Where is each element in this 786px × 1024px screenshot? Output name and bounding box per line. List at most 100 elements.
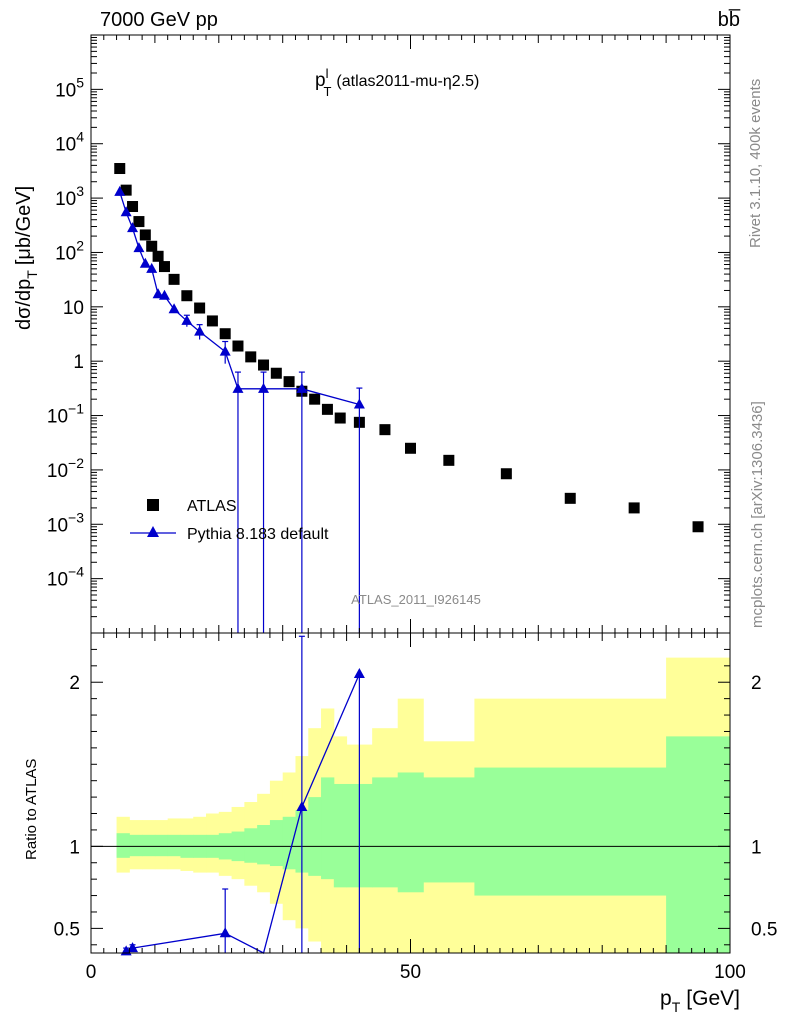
header-right: bb̅	[718, 8, 741, 31]
atlas-point	[232, 340, 244, 352]
atlas-point	[283, 376, 295, 388]
uncertainty-band-inner	[308, 797, 322, 876]
pythia-point	[127, 222, 139, 233]
x-tick-label: 50	[400, 962, 421, 983]
ratio-tick-labels: 0.5 0.5 1 1 2 2 0 50 100	[54, 673, 778, 983]
pythia-point	[133, 242, 145, 253]
atlas-point	[194, 302, 206, 314]
atlas-point	[127, 201, 139, 213]
uncertainty-band-inner	[244, 828, 258, 863]
pythia-point	[146, 262, 158, 273]
pythia-point	[152, 288, 164, 299]
xlabel-rest: [GeV]	[686, 987, 740, 1010]
y-tick-label: 10−3	[47, 509, 84, 536]
atlas-point	[219, 328, 231, 340]
y-tick-label: 10	[63, 298, 84, 319]
atlas-point	[309, 393, 321, 405]
pythia-point	[120, 206, 132, 217]
uncertainty-band-inner	[474, 767, 539, 896]
legend-atlas-marker	[147, 499, 159, 511]
atlas-point	[139, 229, 151, 241]
x-axis-label: pT [GeV]	[660, 987, 740, 1015]
ylabel-main: dσ/dp	[13, 279, 35, 330]
x-tick-label: 100	[714, 962, 746, 983]
y-tick-label: 103	[55, 183, 84, 210]
uncertainty-band-inner	[397, 772, 424, 893]
pythia-point	[194, 325, 206, 336]
uncertainty-band-inner	[154, 834, 169, 857]
ratio-y-tick-label: 0.5	[54, 919, 80, 940]
title-rest: (atlas2011-mu-η2.5)	[336, 73, 479, 90]
uncertainty-band-inner	[333, 783, 348, 888]
xlabel-main: p	[660, 987, 672, 1010]
top-panel-ticks	[90, 35, 731, 634]
y-tick-label: 10−2	[47, 455, 84, 482]
analysis-watermark: ATLAS_2011_I926145	[351, 592, 481, 607]
atlas-point	[405, 442, 416, 454]
legend-atlas-label: ATLAS	[187, 498, 237, 515]
y-tick-label: 10−1	[47, 401, 84, 428]
title-sub: T	[323, 84, 331, 99]
atlas-point	[321, 403, 333, 415]
uncertainty-band-inner	[321, 777, 335, 880]
pythia-point	[114, 185, 126, 196]
atlas-point	[245, 351, 257, 363]
uncertainty-band-inner	[257, 825, 271, 865]
atlas-point	[114, 163, 126, 175]
ratio-panel-ticks	[90, 633, 731, 953]
pythia-point	[181, 314, 193, 325]
atlas-point	[152, 250, 164, 262]
atlas-point	[270, 367, 282, 379]
y-tick-label: 1	[73, 352, 84, 373]
pythia-point	[139, 257, 151, 268]
ratio-y-tick-label-right: 1	[751, 837, 762, 858]
pythia-point	[232, 382, 244, 393]
pythia-point	[219, 345, 231, 356]
atlas-point	[206, 315, 218, 327]
plot-title: pl T (atlas2011-mu-η2.5)	[315, 66, 479, 99]
atlas-point	[120, 184, 132, 196]
legend: ATLAS Pythia 8.183 default	[130, 498, 329, 543]
pythia-point	[296, 382, 308, 393]
atlas-point	[500, 468, 512, 480]
ratio-point	[296, 800, 308, 811]
pythia-point	[258, 382, 270, 393]
ylabel-rest: [μb/GeV]	[13, 186, 35, 265]
uncertainty-band-inner	[372, 777, 399, 888]
uncertainty-band-inner	[282, 816, 296, 870]
pythia-line	[119, 191, 360, 406]
atlas-point	[628, 502, 640, 514]
atlas-point	[564, 492, 576, 504]
atlas-point	[158, 261, 170, 273]
atlas-point	[334, 412, 346, 424]
ratio-point	[219, 927, 231, 938]
pythia-point	[353, 398, 365, 409]
atlas-point	[181, 290, 193, 302]
x-tick-label: 0	[86, 962, 97, 983]
rivet-info: Rivet 3.1.10, 400k events	[747, 79, 764, 248]
top-panel-data	[114, 163, 704, 633]
uncertainty-band-inner	[129, 834, 143, 857]
uncertainty-band-inner	[423, 777, 475, 883]
header-left: 7000 GeV pp	[100, 9, 218, 31]
atlas-point	[133, 216, 145, 228]
atlas-point	[168, 273, 180, 285]
ratio-y-axis-label: Ratio to ATLAS	[23, 759, 40, 860]
atlas-point	[379, 424, 391, 436]
pythia-point	[158, 289, 170, 300]
legend-pythia-marker	[147, 526, 159, 537]
uncertainty-band-inner	[142, 834, 156, 857]
title-main: p	[315, 70, 326, 91]
ratio-y-tick-label-right: 0.5	[751, 919, 777, 940]
ylabel-sub: T	[24, 270, 40, 279]
y-tick-label: 105	[55, 74, 84, 101]
atlas-point	[258, 359, 270, 371]
uncertainty-band-inner	[269, 820, 284, 867]
xlabel-sub: T	[672, 999, 681, 1015]
mcplots-info: mcplots.cern.ch [arXiv:1306.3436]	[749, 401, 766, 628]
uncertainty-band-inner	[538, 767, 667, 896]
atlas-point	[443, 454, 455, 466]
uncertainty-band-inner	[666, 736, 731, 953]
